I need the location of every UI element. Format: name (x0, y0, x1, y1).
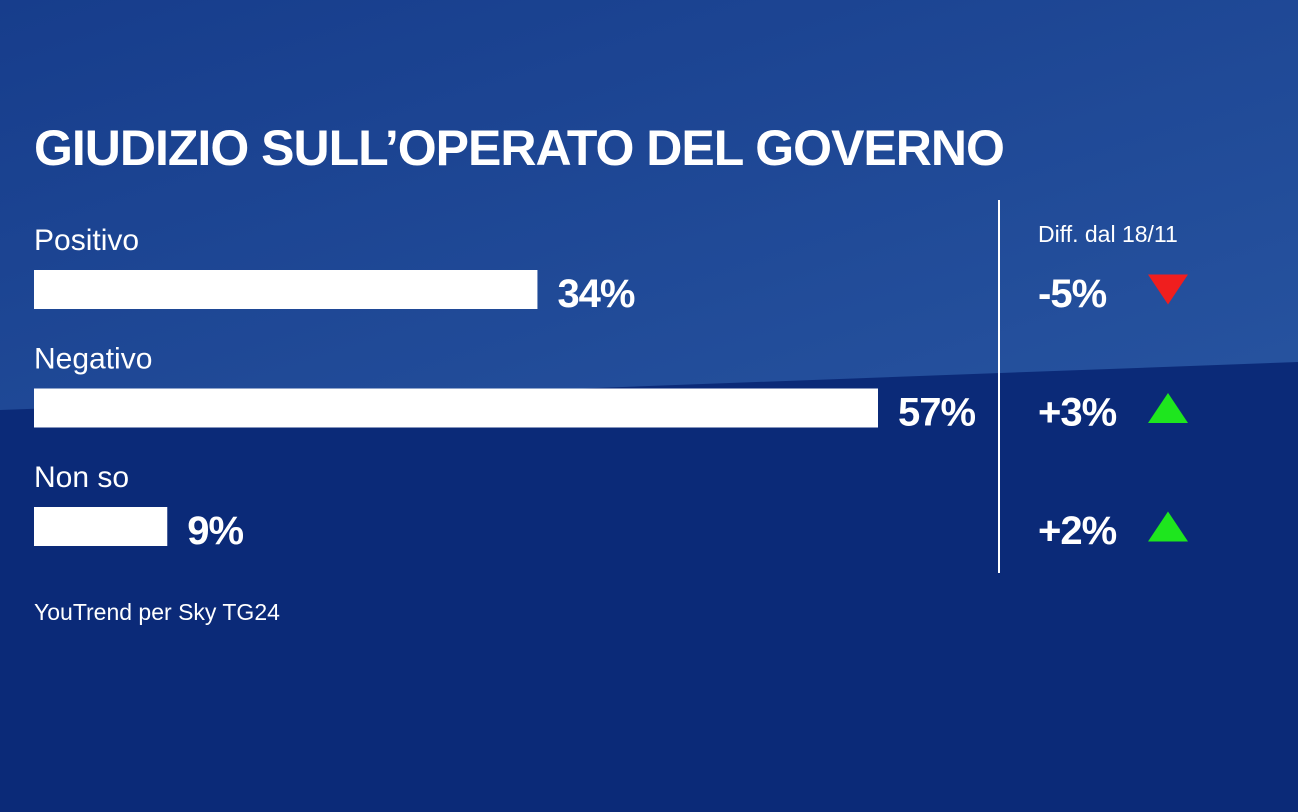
bar (34, 388, 878, 428)
diff-label: +2% (1038, 509, 1117, 553)
diff-header: Diff. dal 18/11 (1038, 221, 1178, 247)
value-label: 9% (187, 509, 243, 553)
value-label: 34% (557, 272, 634, 316)
category-label: Non so (34, 461, 129, 494)
category-label: Negativo (34, 343, 152, 376)
arrow-up (1148, 511, 1188, 542)
background-panel (0, 0, 1298, 410)
source: YouTrend per Sky TG24 (34, 599, 280, 625)
diff-label: -5% (1038, 272, 1107, 316)
value-label: 57% (898, 391, 975, 435)
arrow-up (1148, 393, 1188, 423)
arrow-down (1148, 274, 1188, 305)
chart-title: GIUDIZIO SULL’OPERATO DEL GOVERNO (34, 120, 1004, 176)
bar (34, 270, 538, 309)
category-label: Positivo (34, 224, 139, 257)
diff-label: +3% (1038, 391, 1117, 435)
bar (34, 507, 168, 546)
